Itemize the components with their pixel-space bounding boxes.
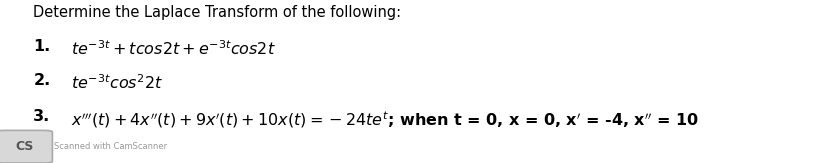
Text: Scanned with CamScanner: Scanned with CamScanner [54, 142, 167, 151]
Text: 3.: 3. [33, 109, 51, 124]
Text: $te^{-3t} + tcos2t + e^{-3t}cos2t$: $te^{-3t} + tcos2t + e^{-3t}cos2t$ [71, 39, 275, 58]
FancyBboxPatch shape [0, 130, 52, 163]
Text: $te^{-3t}cos^{2}2t$: $te^{-3t}cos^{2}2t$ [71, 73, 163, 92]
Text: 1.: 1. [33, 39, 51, 54]
Text: 2.: 2. [33, 73, 51, 88]
Text: CS: CS [15, 140, 33, 153]
Text: $x^{\prime\prime\prime}(t) + 4x^{\prime\prime}(t) + 9x^{\prime}(t) + 10x(t) = -2: $x^{\prime\prime\prime}(t) + 4x^{\prime\… [71, 109, 699, 130]
Text: Determine the Laplace Transform of the following:: Determine the Laplace Transform of the f… [33, 5, 401, 20]
